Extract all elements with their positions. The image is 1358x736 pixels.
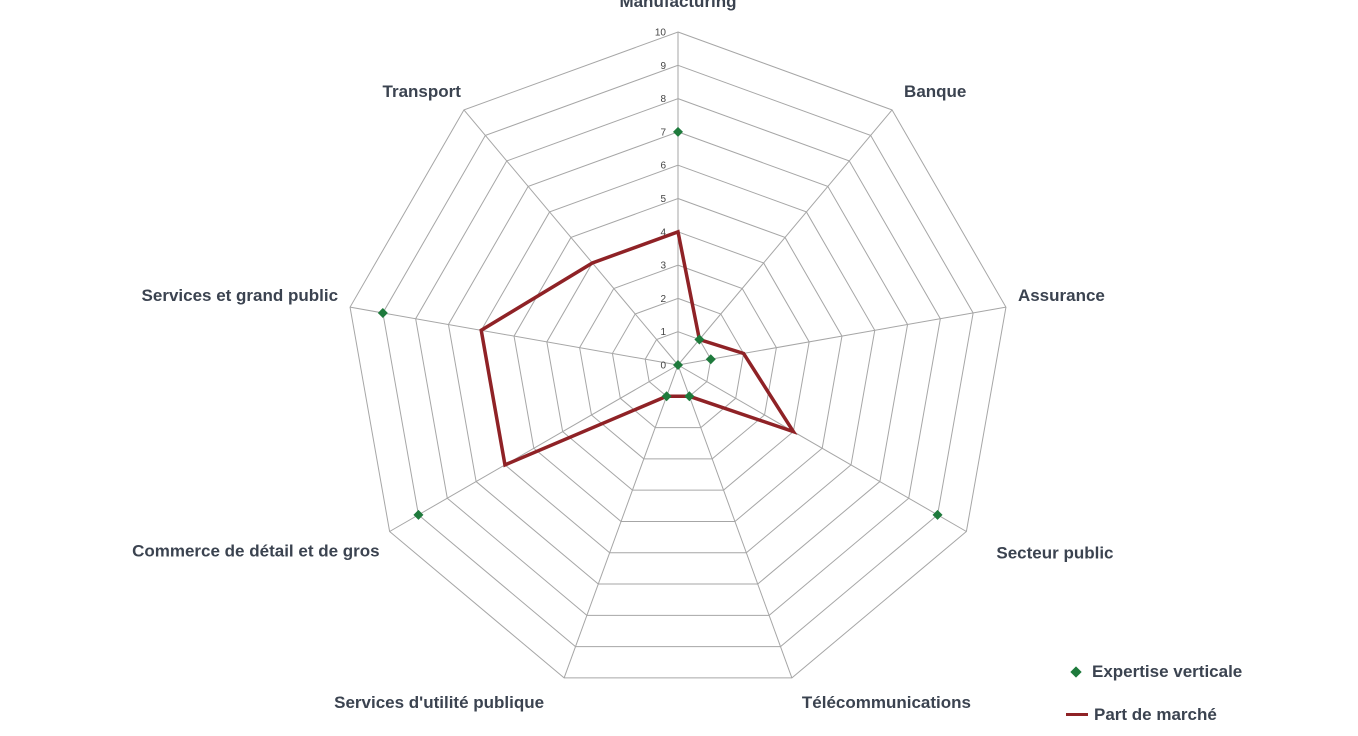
tick-label: 9 [660, 61, 666, 72]
data-point-expertise [377, 307, 388, 318]
legend-label-part-de-marche: Part de marché [1094, 704, 1217, 724]
grid-spoke [349, 306, 679, 366]
tick-label: 3 [660, 261, 666, 272]
legend-item-part-de-marche: Part de marché [1066, 693, 1346, 736]
tick-label: 4 [660, 227, 666, 238]
tick-label: 6 [660, 161, 666, 172]
tick-label: 0 [660, 361, 666, 372]
grid-ring-7 [447, 131, 909, 585]
grid-ring-5 [513, 197, 843, 522]
tick-label: 1 [660, 327, 666, 338]
category-labels: Manufacturing Banque Assurance Secteur publ… [132, 0, 1113, 712]
radar-grid [349, 31, 1007, 679]
grid-ring-10 [349, 31, 1007, 679]
grid-spoke [463, 109, 679, 366]
category-label: Télécommunications [802, 693, 971, 712]
legend-item-expertise: Expertise verticale [1066, 650, 1346, 693]
grid-ring-8 [415, 98, 941, 616]
category-label: Transport [383, 82, 462, 101]
category-label: Banque [904, 82, 966, 101]
line-marker-icon [1066, 713, 1088, 716]
grid-ring-6 [480, 164, 876, 554]
data-point-expertise [932, 509, 943, 520]
data-point-expertise [673, 126, 683, 137]
diamond-marker-icon [1066, 662, 1086, 682]
category-label: Commerce de détail et de gros [132, 542, 380, 561]
tick-label: 8 [660, 94, 666, 105]
series-layer [377, 126, 943, 520]
data-point-expertise [661, 391, 672, 402]
legend-label-expertise: Expertise verticale [1092, 661, 1243, 681]
category-label: Services et grand public [142, 286, 339, 305]
tick-label: 10 [655, 28, 667, 39]
data-point-expertise [694, 334, 705, 345]
grid-spoke [677, 306, 1007, 366]
grid-spoke [677, 109, 893, 366]
grid-spoke [389, 364, 679, 532]
data-point-expertise [413, 509, 424, 520]
grid-spoke [563, 364, 679, 679]
category-label: Manufacturing [619, 0, 736, 11]
data-point-expertise [673, 360, 683, 370]
grid-ring-2 [611, 297, 745, 429]
grid-ring-3 [579, 264, 777, 460]
tick-label: 7 [660, 127, 666, 138]
grid-spoke [677, 364, 793, 679]
grid-spoke [677, 364, 967, 532]
tick-label: 2 [660, 294, 666, 305]
category-label: Services d'utilité publique [334, 693, 544, 712]
grid-ring-9 [382, 64, 974, 648]
legend: Expertise verticale Part de marché [1066, 650, 1346, 736]
data-point-expertise [705, 354, 716, 365]
category-label: Assurance [1018, 286, 1105, 305]
tick-label: 5 [660, 194, 666, 205]
radial-tick-labels: 0 1 2 3 4 5 6 7 8 9 10 [655, 28, 667, 372]
grid-ring-4 [546, 231, 810, 491]
series-line-part-de-marche [479, 229, 798, 468]
category-label: Secteur public [996, 544, 1113, 563]
data-point-expertise [684, 391, 695, 402]
